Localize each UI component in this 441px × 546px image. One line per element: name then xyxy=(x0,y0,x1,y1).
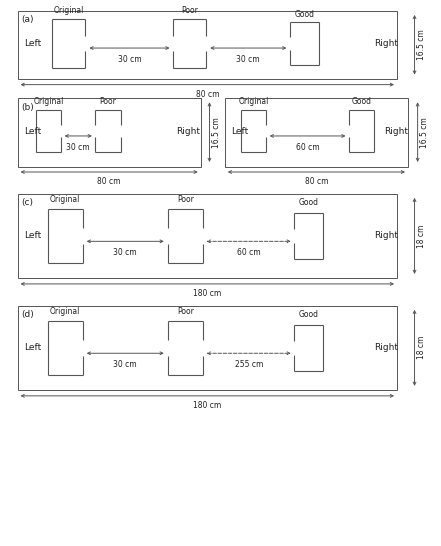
Text: Right: Right xyxy=(384,127,407,135)
Text: Poor: Poor xyxy=(177,307,194,316)
Text: Original: Original xyxy=(53,6,83,15)
Text: Original: Original xyxy=(239,98,269,106)
Text: Poor: Poor xyxy=(181,6,198,15)
Text: Original: Original xyxy=(50,307,80,316)
Text: Good: Good xyxy=(299,199,319,207)
Text: 60 cm: 60 cm xyxy=(237,248,261,257)
Text: 60 cm: 60 cm xyxy=(296,143,319,151)
Text: Good: Good xyxy=(351,98,372,106)
Text: (a): (a) xyxy=(21,15,34,24)
Text: Good: Good xyxy=(294,10,314,19)
Bar xyxy=(225,98,408,167)
Text: Good: Good xyxy=(299,311,319,319)
Text: Left: Left xyxy=(24,127,41,135)
Bar xyxy=(18,11,397,79)
Text: 30 cm: 30 cm xyxy=(113,360,137,369)
Text: 30 cm: 30 cm xyxy=(67,143,90,151)
Text: 30 cm: 30 cm xyxy=(113,248,137,257)
Text: (d): (d) xyxy=(21,310,34,319)
Text: Left: Left xyxy=(232,127,249,135)
Text: Right: Right xyxy=(374,39,398,48)
Text: 18 cm: 18 cm xyxy=(417,336,426,359)
Text: 18 cm: 18 cm xyxy=(417,224,426,247)
Text: 255 cm: 255 cm xyxy=(235,360,263,369)
Text: Right: Right xyxy=(176,127,200,135)
Text: 180 cm: 180 cm xyxy=(193,401,221,410)
Text: Original: Original xyxy=(34,98,64,106)
Bar xyxy=(18,306,397,390)
Bar xyxy=(18,194,397,278)
Text: Right: Right xyxy=(374,232,398,240)
Text: 80 cm: 80 cm xyxy=(305,177,328,186)
Bar xyxy=(18,98,201,167)
Text: 30 cm: 30 cm xyxy=(236,55,260,63)
Text: Left: Left xyxy=(24,232,41,240)
Text: Left: Left xyxy=(24,39,41,48)
Text: 80 cm: 80 cm xyxy=(195,90,219,99)
Text: 30 cm: 30 cm xyxy=(118,55,141,63)
Text: (c): (c) xyxy=(21,198,33,207)
Text: 80 cm: 80 cm xyxy=(97,177,121,186)
Text: Poor: Poor xyxy=(100,98,116,106)
Text: 16.5 cm: 16.5 cm xyxy=(417,29,426,60)
Text: Right: Right xyxy=(374,343,398,352)
Text: 180 cm: 180 cm xyxy=(193,289,221,298)
Text: Poor: Poor xyxy=(177,195,194,204)
Text: Original: Original xyxy=(50,195,80,204)
Text: 16.5 cm: 16.5 cm xyxy=(420,117,429,147)
Text: 16.5 cm: 16.5 cm xyxy=(212,117,220,147)
Text: (b): (b) xyxy=(21,103,34,111)
Text: Left: Left xyxy=(24,343,41,352)
